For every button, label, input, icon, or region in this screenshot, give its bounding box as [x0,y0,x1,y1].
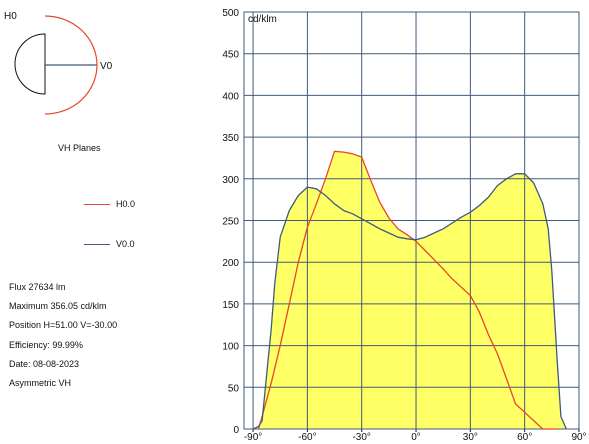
y-tick-label-300: 300 [222,175,239,186]
y-tick-label-50: 50 [228,383,240,394]
date-text: Date: 08-08-2023 [9,358,80,369]
h-plane-arc [44,15,98,115]
y-tick-label-500: 500 [222,8,239,19]
y-tick-label-450: 450 [222,50,239,61]
v-plane-label: V0 [100,61,113,72]
series-line-v0-0 [252,173,567,430]
y-tick-label-400: 400 [222,91,239,102]
v-plane-half-disc [14,33,46,95]
position-text: Position H=51.00 V=-30.00 [9,320,118,331]
legend-item-h0: H0.0 [84,198,135,210]
series-line-h0-0 [257,150,558,430]
symmetry-text: Asymmetric VH [9,378,72,389]
y-tick-label-250: 250 [222,217,239,228]
x-tick-label--30: -30° [352,432,370,443]
plot-frame [243,11,580,430]
y-tick-label-0: 0 [233,425,239,436]
y-tick-label-100: 100 [222,342,239,353]
legend-swatch-v0 [84,243,110,245]
vh-planes-diagram: H0 V0 [4,11,113,115]
efficiency-text: Efficiency: 99.99% [9,339,83,350]
y-tick-label-350: 350 [222,133,239,144]
vh-planes-caption: VH Planes [58,143,101,153]
y-axis-unit-label: cd/klm [248,14,277,25]
area-fill-v0-0 [253,173,567,429]
x-tick-label--60: -60° [298,432,316,443]
x-tick-label-60: 60° [517,432,532,443]
x-tick-label-30: 30° [463,432,478,443]
x-tick-label-0: 0° [411,432,421,443]
maximum-text: Maximum 356.05 cd/klm [9,301,107,312]
legend-item-v0: V0.0 [84,238,135,250]
legend-swatch-h0 [84,203,110,205]
photometric-info-panel: Flux 27634 lm Maximum 356.05 cd/klm Posi… [9,278,117,393]
y-tick-label-200: 200 [222,258,239,269]
legend-label-h0: H0.0 [116,199,136,209]
h-plane-label: H0 [4,11,17,22]
legend-label-v0: V0.0 [116,239,135,249]
x-tick-label--90: -90° [244,432,262,443]
y-tick-label-150: 150 [222,300,239,311]
x-tick-label-90: 90° [571,432,586,443]
flux-text: Flux 27634 lm [9,282,66,292]
